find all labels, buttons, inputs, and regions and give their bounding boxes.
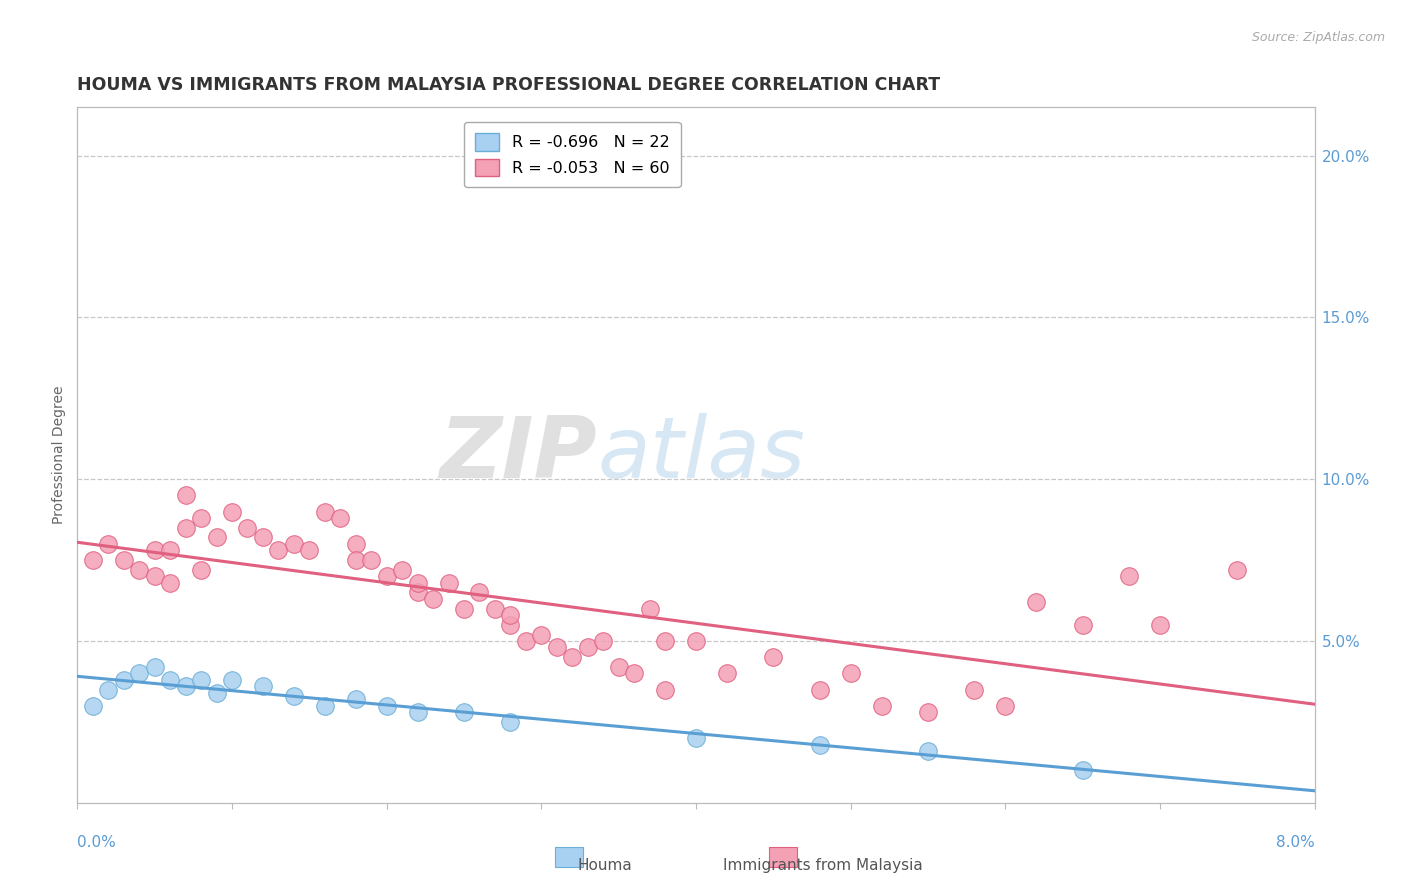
Point xyxy=(205,686,228,700)
Text: HOUMA VS IMMIGRANTS FROM MALAYSIA PROFESSIONAL DEGREE CORRELATION CHART: HOUMA VS IMMIGRANTS FROM MALAYSIA PROFES… xyxy=(77,77,941,95)
Point xyxy=(82,698,104,713)
Point xyxy=(344,553,367,567)
Point xyxy=(97,537,120,551)
Point xyxy=(422,591,444,606)
Point xyxy=(685,731,707,745)
Point xyxy=(546,640,568,655)
Legend: R = -0.696   N = 22, R = -0.053   N = 60: R = -0.696 N = 22, R = -0.053 N = 60 xyxy=(464,122,681,187)
Point xyxy=(329,511,352,525)
Point xyxy=(112,673,135,687)
Point xyxy=(561,650,583,665)
Point xyxy=(963,682,986,697)
Point xyxy=(499,617,522,632)
Text: 0.0%: 0.0% xyxy=(77,835,117,850)
Point xyxy=(97,682,120,697)
Point xyxy=(839,666,862,681)
Point xyxy=(159,575,181,590)
Point xyxy=(159,673,181,687)
Point xyxy=(82,553,104,567)
Point xyxy=(205,531,228,545)
Point xyxy=(143,543,166,558)
Point xyxy=(1071,764,1094,778)
Point xyxy=(344,692,367,706)
Point xyxy=(453,705,475,719)
Point xyxy=(870,698,893,713)
Point xyxy=(499,714,522,729)
Point xyxy=(994,698,1017,713)
Point xyxy=(190,673,212,687)
Point xyxy=(499,608,522,623)
Point xyxy=(623,666,645,681)
Point xyxy=(576,640,599,655)
Point xyxy=(174,521,197,535)
Point xyxy=(344,537,367,551)
Point xyxy=(917,744,939,758)
Point xyxy=(654,682,676,697)
Point xyxy=(174,679,197,693)
Point xyxy=(283,537,305,551)
Point xyxy=(236,521,259,535)
Point xyxy=(159,543,181,558)
Point xyxy=(174,488,197,502)
Point xyxy=(592,634,614,648)
Point xyxy=(143,569,166,583)
Point xyxy=(808,682,831,697)
Point xyxy=(808,738,831,752)
Point xyxy=(360,553,382,567)
Point xyxy=(917,705,939,719)
Point xyxy=(484,601,506,615)
Point xyxy=(1149,617,1171,632)
Point xyxy=(298,543,321,558)
Point xyxy=(1118,569,1140,583)
Point xyxy=(530,627,553,641)
Point xyxy=(406,705,429,719)
Point xyxy=(143,660,166,674)
Point xyxy=(762,650,785,665)
Text: 8.0%: 8.0% xyxy=(1275,835,1315,850)
Point xyxy=(716,666,738,681)
Point xyxy=(221,673,243,687)
Point xyxy=(375,698,398,713)
Point xyxy=(453,601,475,615)
Text: atlas: atlas xyxy=(598,413,806,497)
Point xyxy=(314,504,336,518)
Point xyxy=(1226,563,1249,577)
Point xyxy=(654,634,676,648)
Point xyxy=(252,679,274,693)
Point xyxy=(267,543,290,558)
Point xyxy=(190,563,212,577)
Point xyxy=(468,585,491,599)
Text: ZIP: ZIP xyxy=(439,413,598,497)
Point xyxy=(685,634,707,648)
Point xyxy=(221,504,243,518)
Text: Houma: Houma xyxy=(578,858,631,873)
Point xyxy=(190,511,212,525)
Point xyxy=(128,666,150,681)
Point xyxy=(375,569,398,583)
Point xyxy=(515,634,537,648)
Point xyxy=(406,585,429,599)
Point xyxy=(1025,595,1047,609)
Y-axis label: Professional Degree: Professional Degree xyxy=(52,385,66,524)
Point xyxy=(252,531,274,545)
Point xyxy=(128,563,150,577)
Point xyxy=(314,698,336,713)
Point xyxy=(437,575,460,590)
Point xyxy=(112,553,135,567)
Text: Immigrants from Malaysia: Immigrants from Malaysia xyxy=(723,858,922,873)
Point xyxy=(283,689,305,703)
Point xyxy=(607,660,630,674)
Point xyxy=(406,575,429,590)
Point xyxy=(638,601,661,615)
Point xyxy=(391,563,413,577)
Text: Source: ZipAtlas.com: Source: ZipAtlas.com xyxy=(1251,31,1385,45)
Point xyxy=(1071,617,1094,632)
